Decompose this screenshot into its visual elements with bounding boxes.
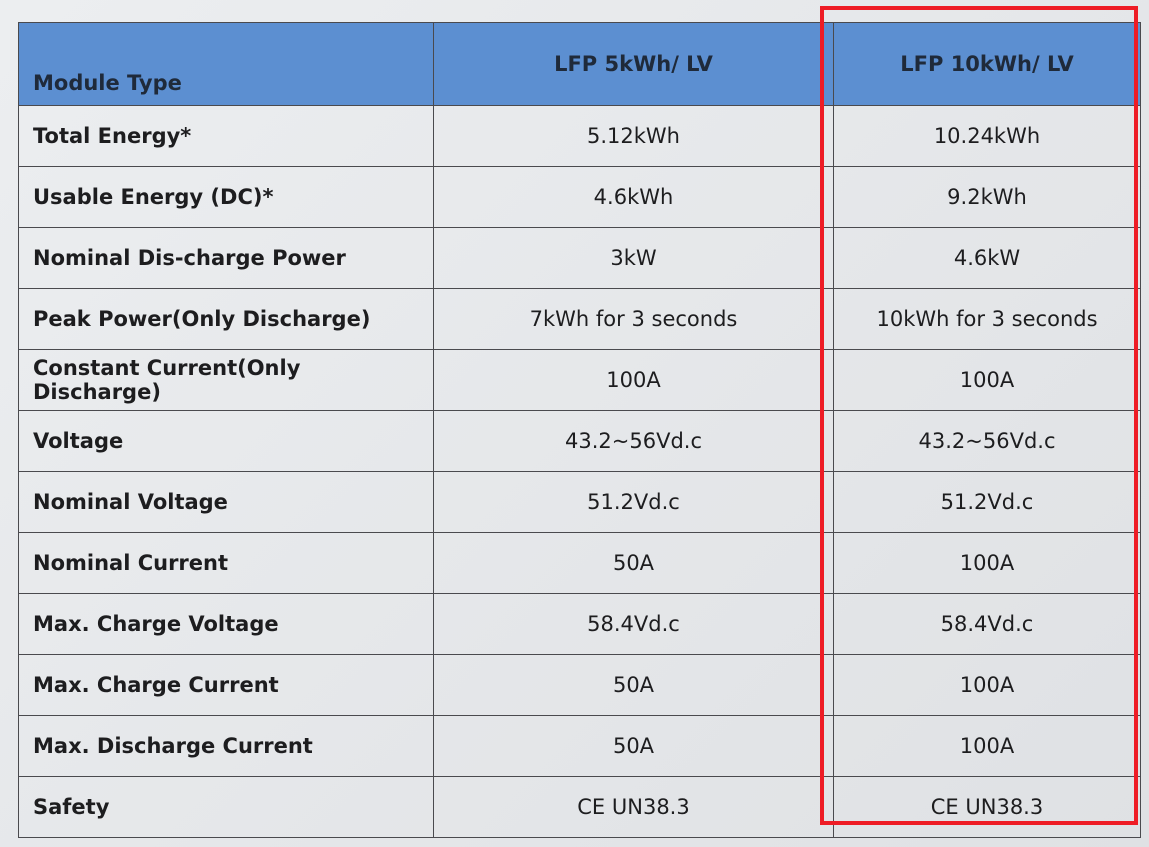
- header-cell: LFP 5kWh/ LV: [433, 22, 834, 106]
- value-cell: 43.2~56Vd.c: [833, 410, 1141, 472]
- table-row: Safety CE UN38.3 CE UN38.3: [18, 776, 1141, 838]
- row-label: Total Energy*: [18, 105, 434, 167]
- value-cell: CE UN38.3: [833, 776, 1141, 838]
- value-cell: 58.4Vd.c: [433, 593, 834, 655]
- row-label: Constant Current(Only Discharge): [18, 349, 434, 411]
- row-label: Peak Power(Only Discharge): [18, 288, 434, 350]
- table-row: Nominal Current 50A 100A: [18, 532, 1141, 594]
- table-row: Max. Charge Voltage 58.4Vd.c 58.4Vd.c: [18, 593, 1141, 655]
- value-cell: 100A: [833, 349, 1141, 411]
- table-row: Peak Power(Only Discharge) 7kWh for 3 sec…: [18, 288, 1141, 350]
- value-cell: 100A: [833, 654, 1141, 716]
- value-cell: 43.2~56Vd.c: [433, 410, 834, 472]
- row-label: Safety: [18, 776, 434, 838]
- header-cell: Module Type: [18, 22, 434, 106]
- table-body: Total Energy* 5.12kWh 10.24kWh Usable Energ…: [18, 105, 1141, 838]
- table-row: Total Energy* 5.12kWh 10.24kWh: [18, 105, 1141, 167]
- value-cell: 100A: [433, 349, 834, 411]
- value-cell: 4.6kWh: [433, 166, 834, 228]
- row-label: Usable Energy (DC)*: [18, 166, 434, 228]
- value-cell: 3kW: [433, 227, 834, 289]
- value-cell: 50A: [433, 532, 834, 594]
- value-cell: 51.2Vd.c: [833, 471, 1141, 533]
- value-cell: 4.6kW: [833, 227, 1141, 289]
- row-label: Nominal Current: [18, 532, 434, 594]
- table-row: Constant Current(Only Discharge) 100A 100A: [18, 349, 1141, 411]
- row-label: Nominal Voltage: [18, 471, 434, 533]
- table-row: Voltage 43.2~56Vd.c 43.2~56Vd.c: [18, 410, 1141, 472]
- value-cell: CE UN38.3: [433, 776, 834, 838]
- row-label: Voltage: [18, 410, 434, 472]
- table-row: Nominal Voltage 51.2Vd.c 51.2Vd.c: [18, 471, 1141, 533]
- value-cell: 100A: [833, 532, 1141, 594]
- value-cell: 100A: [833, 715, 1141, 777]
- value-cell: 7kWh for 3 seconds: [433, 288, 834, 350]
- table-row: Nominal Dis-charge Power 3kW 4.6kW: [18, 227, 1141, 289]
- value-cell: 9.2kWh: [833, 166, 1141, 228]
- table-row: Usable Energy (DC)* 4.6kWh 9.2kWh: [18, 166, 1141, 228]
- value-cell: 10.24kWh: [833, 105, 1141, 167]
- row-label: Max. Charge Voltage: [18, 593, 434, 655]
- table-row: Max. Charge Current 50A 100A: [18, 654, 1141, 716]
- row-label: Max. Charge Current: [18, 654, 434, 716]
- row-label: Max. Discharge Current: [18, 715, 434, 777]
- value-cell: 10kWh for 3 seconds: [833, 288, 1141, 350]
- value-cell: 58.4Vd.c: [833, 593, 1141, 655]
- value-cell: 5.12kWh: [433, 105, 834, 167]
- header-row: Module Type LFP 5kWh/ LV LFP 10kWh/ LV: [18, 22, 1141, 106]
- value-cell: 50A: [433, 654, 834, 716]
- header-cell: LFP 10kWh/ LV: [833, 22, 1141, 106]
- row-label: Nominal Dis-charge Power: [18, 227, 434, 289]
- table-header: Module Type LFP 5kWh/ LV LFP 10kWh/ LV: [18, 22, 1141, 106]
- table-row: Max. Discharge Current 50A 100A: [18, 715, 1141, 777]
- value-cell: 51.2Vd.c: [433, 471, 834, 533]
- spec-table: Module Type LFP 5kWh/ LV LFP 10kWh/ LV T…: [18, 22, 1141, 838]
- value-cell: 50A: [433, 715, 834, 777]
